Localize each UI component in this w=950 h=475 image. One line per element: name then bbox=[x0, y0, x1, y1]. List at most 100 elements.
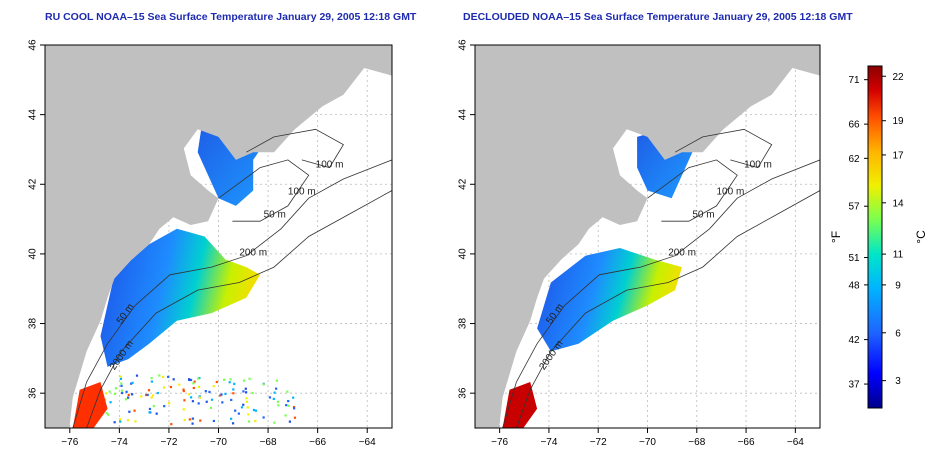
left-cloud-pixel bbox=[245, 391, 248, 394]
left-cloud-pixel bbox=[197, 385, 201, 389]
left-cloud-pixel bbox=[199, 419, 202, 422]
left-cloud-pixel bbox=[237, 412, 240, 415]
left-depth-contour-3 bbox=[246, 128, 344, 169]
left-cloud-pixel bbox=[251, 391, 254, 395]
left-lon-tick-label: −72 bbox=[160, 437, 177, 448]
left-cloud-pixel bbox=[285, 404, 288, 407]
left-cloud-pixel bbox=[168, 402, 171, 405]
left-cloud-pixel bbox=[288, 420, 292, 423]
left-cloud-pixel bbox=[150, 396, 153, 399]
colorbar-fahrenheit-tick: 71 bbox=[848, 75, 860, 86]
left-cloud-pixel bbox=[231, 422, 235, 425]
right-lat-tick-label: 38 bbox=[458, 318, 469, 330]
right-contour-label: 200 m bbox=[668, 248, 696, 259]
left-contour-label: 100 m bbox=[288, 186, 316, 197]
left-land-nova-scotia bbox=[239, 45, 392, 130]
left-cloud-pixel bbox=[113, 421, 116, 424]
left-cloud-pixel bbox=[188, 378, 191, 381]
left-cloud-pixel bbox=[133, 409, 136, 412]
left-cloud-pixel bbox=[208, 390, 211, 394]
left-cloud-pixel bbox=[197, 377, 200, 380]
left-cloud-pixel bbox=[248, 377, 251, 380]
left-cloud-pixel bbox=[158, 374, 161, 377]
left-cloud-pixel bbox=[128, 410, 131, 413]
colorbar-fahrenheit-tick: 37 bbox=[848, 380, 860, 391]
left-cloud-pixel bbox=[145, 393, 148, 397]
left-cloud-pixel bbox=[198, 396, 202, 399]
left-cloud-pixel bbox=[127, 396, 130, 399]
left-cloud-pixel bbox=[287, 399, 290, 403]
left-map-title: RU COOL NOAA–15 Sea Surface Temperature … bbox=[45, 11, 417, 23]
left-cloud-pixel bbox=[230, 417, 233, 420]
left-cloud-pixel bbox=[292, 406, 296, 409]
left-cloud-pixel bbox=[146, 393, 149, 397]
left-cloud-pixel bbox=[125, 390, 128, 393]
left-cloud-pixel bbox=[118, 418, 122, 421]
left-cloud-pixel bbox=[108, 390, 111, 393]
right-lon-tick-label: −72 bbox=[590, 437, 607, 448]
left-cloud-pixel bbox=[197, 402, 200, 405]
colorbar-fahrenheit-label: °F bbox=[829, 231, 843, 243]
right-contour-label: 50 m bbox=[692, 209, 714, 220]
left-cloud-pixel bbox=[240, 406, 244, 409]
left-contour-label: 200 m bbox=[239, 248, 267, 259]
left-lat-tick-label: 42 bbox=[28, 178, 39, 190]
left-cloud-pixel bbox=[232, 392, 235, 395]
colorbar-celsius-tick: 3 bbox=[895, 376, 901, 387]
left-cloud-pixel bbox=[293, 416, 297, 419]
left-cloud-pixel bbox=[228, 381, 231, 384]
left-cloud-pixel bbox=[105, 392, 108, 395]
left-cloud-pixel bbox=[130, 393, 134, 396]
left-cloud-pixel bbox=[172, 378, 175, 381]
colorbar-celsius-tick: 22 bbox=[892, 72, 904, 83]
left-cloud-pixel bbox=[268, 396, 272, 399]
left-cloud-pixel bbox=[170, 423, 173, 426]
left-lon-tick-label: −68 bbox=[260, 437, 277, 448]
left-cloud-pixel bbox=[192, 382, 195, 385]
left-cloud-pixel bbox=[163, 405, 166, 408]
left-cloud-pixel bbox=[254, 409, 257, 412]
left-lon-tick-label: −74 bbox=[111, 437, 128, 448]
left-cloud-pixel bbox=[189, 378, 193, 382]
left-cloud-pixel bbox=[124, 398, 128, 401]
left-cloud-pixel bbox=[162, 386, 166, 389]
right-lon-tick-label: −66 bbox=[738, 437, 755, 448]
left-cloud-pixel bbox=[120, 382, 123, 385]
left-cloud-pixel bbox=[135, 374, 139, 377]
left-cloud-pixel bbox=[119, 420, 122, 423]
left-cloud-pixel bbox=[147, 389, 151, 392]
colorbar-fahrenheit-tick: 66 bbox=[848, 120, 860, 131]
left-lat-tick-label: 36 bbox=[28, 387, 39, 399]
left-cloud-pixel bbox=[232, 388, 235, 391]
left-depth-contour-0 bbox=[72, 159, 392, 428]
left-cloud-pixel bbox=[190, 396, 193, 399]
right-map-title: DECLOUDED NOAA–15 Sea Surface Temperatur… bbox=[463, 11, 853, 23]
left-cloud-pixel bbox=[262, 383, 265, 386]
left-cloud-pixel bbox=[126, 419, 130, 422]
left-cloud-pixel bbox=[247, 420, 251, 423]
right-depth-contour-3 bbox=[674, 128, 773, 169]
left-cloud-pixel bbox=[276, 400, 280, 403]
left-lon-tick-label: −64 bbox=[359, 437, 376, 448]
left-cloud-pixel bbox=[230, 398, 233, 402]
colorbar-celsius-tick: 6 bbox=[895, 328, 901, 339]
left-cloud-pixel bbox=[182, 408, 185, 411]
left-cloud-pixel bbox=[220, 393, 223, 396]
right-land-nova-scotia bbox=[668, 45, 820, 130]
left-cloud-pixel bbox=[292, 396, 295, 399]
colorbar-celsius-tick: 19 bbox=[892, 116, 904, 127]
left-cloud-pixel bbox=[155, 412, 158, 415]
colorbar-fahrenheit-tick: 51 bbox=[848, 253, 860, 264]
left-cloud-pixel bbox=[113, 392, 117, 395]
left-cloud-pixel bbox=[254, 419, 257, 423]
colorbar-fahrenheit-tick: 62 bbox=[848, 154, 860, 165]
left-cloud-pixel bbox=[233, 382, 236, 385]
right-depth-contour-0 bbox=[502, 159, 820, 428]
left-cloud-pixel bbox=[134, 420, 137, 423]
left-cloud-pixel bbox=[284, 414, 287, 417]
left-cloud-pixel bbox=[223, 378, 226, 381]
left-land-us-coast bbox=[45, 45, 392, 428]
left-cloud-pixel bbox=[275, 379, 278, 382]
left-cloud-pixel bbox=[151, 394, 155, 397]
